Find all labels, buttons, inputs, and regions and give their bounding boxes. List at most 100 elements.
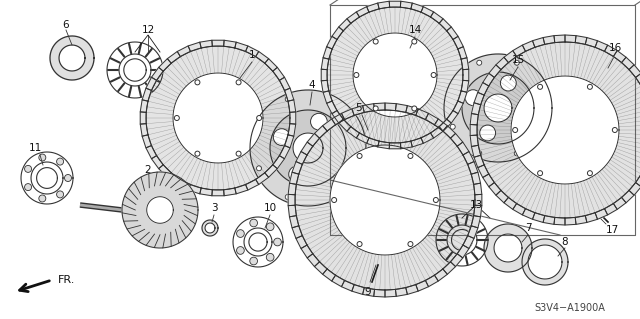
- Polygon shape: [554, 35, 565, 43]
- Polygon shape: [332, 113, 344, 125]
- Circle shape: [524, 127, 530, 133]
- Polygon shape: [477, 42, 640, 218]
- Circle shape: [581, 94, 587, 100]
- Text: 6: 6: [63, 20, 69, 30]
- Text: 12: 12: [141, 25, 155, 35]
- Circle shape: [588, 84, 593, 89]
- Polygon shape: [453, 36, 463, 49]
- Circle shape: [412, 39, 417, 44]
- Circle shape: [56, 158, 63, 165]
- Polygon shape: [327, 7, 463, 143]
- Polygon shape: [288, 124, 296, 136]
- Polygon shape: [205, 223, 215, 233]
- Circle shape: [612, 128, 618, 132]
- Circle shape: [515, 110, 531, 126]
- Circle shape: [289, 166, 305, 183]
- Polygon shape: [339, 119, 351, 131]
- Polygon shape: [444, 54, 552, 162]
- Polygon shape: [478, 83, 489, 95]
- Polygon shape: [159, 59, 172, 71]
- Polygon shape: [396, 104, 408, 112]
- Polygon shape: [323, 119, 335, 131]
- Polygon shape: [435, 119, 447, 131]
- Circle shape: [373, 39, 378, 44]
- Polygon shape: [321, 80, 329, 92]
- Polygon shape: [468, 226, 478, 238]
- Circle shape: [431, 72, 436, 78]
- Polygon shape: [235, 42, 248, 51]
- Polygon shape: [296, 152, 307, 164]
- Circle shape: [480, 125, 495, 141]
- Polygon shape: [212, 40, 224, 46]
- Text: 4: 4: [308, 80, 316, 90]
- Text: 8: 8: [562, 237, 568, 247]
- Polygon shape: [385, 103, 396, 111]
- Polygon shape: [363, 104, 374, 112]
- Polygon shape: [457, 142, 469, 155]
- Circle shape: [237, 247, 244, 254]
- Polygon shape: [235, 184, 248, 194]
- Polygon shape: [140, 112, 146, 124]
- Polygon shape: [443, 126, 456, 138]
- Text: 3: 3: [211, 203, 218, 213]
- Polygon shape: [483, 73, 495, 86]
- Polygon shape: [146, 145, 157, 159]
- Circle shape: [174, 115, 179, 121]
- Polygon shape: [613, 51, 626, 63]
- Polygon shape: [474, 183, 482, 195]
- Polygon shape: [416, 280, 429, 291]
- Text: 2: 2: [145, 165, 151, 175]
- Polygon shape: [173, 73, 263, 163]
- Polygon shape: [223, 40, 236, 48]
- Circle shape: [326, 97, 331, 101]
- Polygon shape: [513, 45, 525, 56]
- Circle shape: [354, 72, 359, 78]
- Polygon shape: [223, 188, 236, 196]
- Polygon shape: [435, 269, 447, 281]
- Circle shape: [326, 151, 342, 167]
- Polygon shape: [332, 110, 343, 123]
- Circle shape: [600, 127, 606, 133]
- Polygon shape: [188, 184, 201, 194]
- Text: 14: 14: [408, 25, 422, 35]
- Polygon shape: [595, 209, 607, 219]
- Polygon shape: [494, 234, 522, 262]
- Text: 1: 1: [249, 50, 255, 60]
- Polygon shape: [489, 65, 501, 78]
- Circle shape: [477, 60, 482, 65]
- Polygon shape: [142, 88, 152, 101]
- Polygon shape: [463, 236, 474, 249]
- Polygon shape: [177, 179, 191, 190]
- Circle shape: [515, 60, 519, 65]
- Circle shape: [39, 154, 46, 161]
- Polygon shape: [293, 133, 323, 163]
- Polygon shape: [280, 77, 290, 91]
- Polygon shape: [522, 41, 535, 51]
- Polygon shape: [212, 190, 224, 196]
- Polygon shape: [347, 127, 360, 138]
- Polygon shape: [453, 101, 463, 114]
- Circle shape: [515, 151, 519, 156]
- Polygon shape: [292, 162, 302, 174]
- Circle shape: [538, 171, 543, 176]
- Text: 11: 11: [28, 143, 42, 153]
- Polygon shape: [363, 287, 374, 296]
- Circle shape: [541, 124, 546, 129]
- Polygon shape: [513, 204, 525, 215]
- Polygon shape: [307, 254, 319, 267]
- Polygon shape: [314, 262, 327, 274]
- Polygon shape: [543, 36, 555, 44]
- Circle shape: [450, 87, 455, 92]
- Polygon shape: [288, 194, 295, 206]
- Polygon shape: [463, 152, 474, 164]
- Polygon shape: [352, 106, 364, 115]
- Polygon shape: [447, 27, 458, 40]
- Polygon shape: [367, 3, 379, 12]
- Circle shape: [236, 80, 241, 85]
- Circle shape: [450, 124, 455, 129]
- Polygon shape: [378, 1, 390, 9]
- Circle shape: [543, 94, 549, 100]
- Polygon shape: [342, 109, 354, 120]
- Polygon shape: [605, 45, 617, 56]
- Polygon shape: [323, 47, 332, 59]
